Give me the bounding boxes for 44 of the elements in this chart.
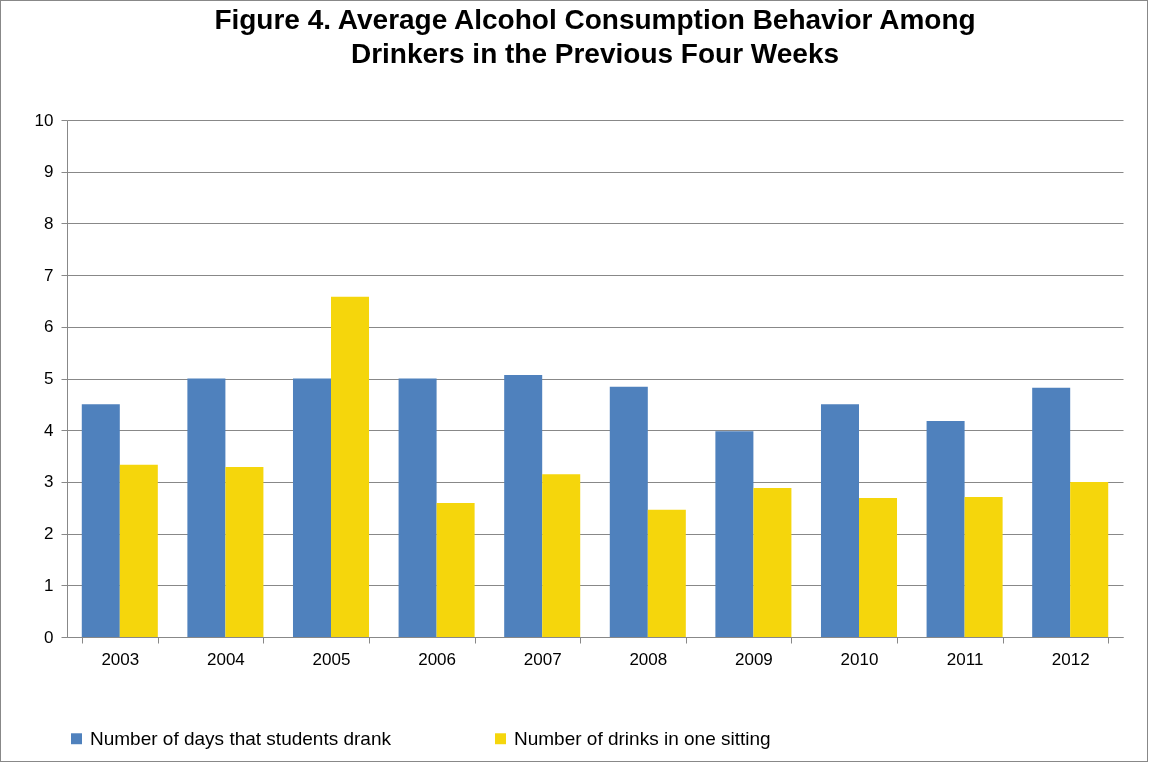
bar — [926, 420, 965, 637]
x-tick-label: 2003 — [101, 649, 140, 669]
x-tick-label: 2004 — [206, 649, 245, 669]
chart-title: Figure 4. Average Alcohol Consumption Behavior Among Drinkers in the Previous Four Weeks — [214, 4, 976, 69]
y-tick-label: 8 — [44, 213, 54, 233]
y-tick-label: 3 — [44, 472, 54, 492]
bar — [504, 374, 543, 637]
bar — [187, 378, 226, 637]
x-tick-label: 2012 — [1051, 649, 1090, 669]
x-tick-label: 2006 — [418, 649, 457, 669]
x-tick-label: 2010 — [840, 649, 879, 669]
bar — [225, 466, 264, 637]
y-tick-label: 6 — [44, 317, 54, 337]
bar — [436, 503, 475, 637]
y-tick-label: 4 — [44, 420, 54, 440]
x-tick-label: 2008 — [629, 649, 668, 669]
y-tick-label: 9 — [44, 162, 54, 182]
bar — [647, 509, 686, 637]
x-tick-label: 2007 — [523, 649, 562, 669]
y-tick-label: 1 — [44, 575, 54, 595]
y-tick-label: 0 — [44, 627, 54, 647]
bar — [753, 488, 792, 637]
y-tick-label: 7 — [44, 265, 54, 285]
bar — [715, 431, 754, 637]
bar — [542, 474, 581, 637]
bar — [398, 378, 437, 637]
x-tick-label: 2011 — [946, 649, 984, 669]
bar — [292, 378, 331, 637]
bar — [859, 497, 898, 637]
x-tick-label: 2005 — [312, 649, 351, 669]
x-tick-label: 2009 — [734, 649, 773, 669]
bar — [1032, 387, 1071, 637]
bar — [81, 404, 120, 637]
bar — [1070, 481, 1109, 637]
legend-label: Number of days that students drank — [90, 727, 392, 749]
bar — [820, 404, 859, 637]
y-tick-label: 10 — [34, 110, 54, 130]
bar — [119, 464, 158, 637]
bar — [331, 296, 370, 637]
bar — [964, 496, 1003, 637]
y-tick-label: 5 — [44, 369, 54, 388]
y-tick-label: 2 — [44, 524, 54, 544]
legend-label: Number of drinks in one sitting — [514, 727, 771, 749]
bar — [609, 386, 648, 637]
